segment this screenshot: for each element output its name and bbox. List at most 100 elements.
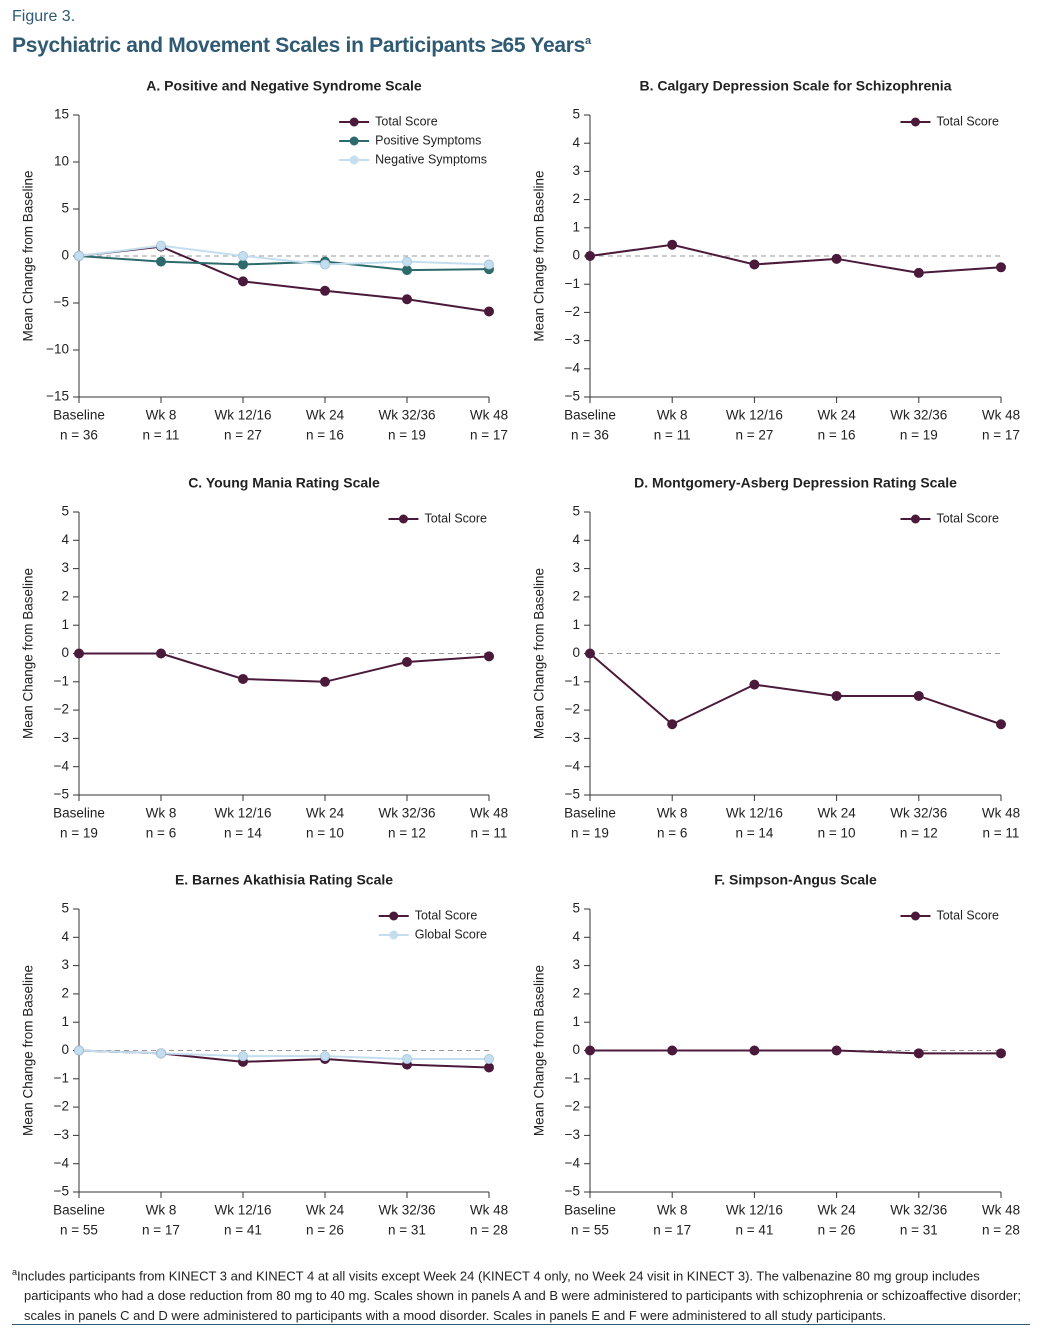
legend: Total Score <box>900 511 999 525</box>
n-label: n = 28 <box>470 1223 508 1238</box>
data-point <box>749 679 760 690</box>
y-tick-label: 3 <box>572 560 580 575</box>
x-tick-label: Wk 48 <box>470 806 508 821</box>
n-label: n = 6 <box>657 826 687 841</box>
x-tick-label: Wk 8 <box>657 408 688 423</box>
data-point <box>156 648 166 659</box>
y-tick-label: −1 <box>54 1070 69 1085</box>
footnote-mark: a <box>12 1267 18 1277</box>
y-axis-label: Mean Change from Baseline <box>532 965 547 1136</box>
series-line <box>78 255 490 272</box>
x-tick-label: Wk 24 <box>306 806 345 821</box>
legend-label: Total Score <box>936 511 999 525</box>
data-point <box>238 259 248 270</box>
x-tick-label: Baseline <box>564 408 616 423</box>
panel-title: C. Young Mania Rating Scale <box>188 475 380 491</box>
n-label: n = 16 <box>306 428 344 443</box>
data-point <box>238 673 248 684</box>
y-tick-label: −5 <box>565 787 580 802</box>
n-label: n = 6 <box>146 826 176 841</box>
series-line <box>78 244 490 266</box>
x-tick-label: Wk 8 <box>146 1203 177 1218</box>
y-tick-label: 5 <box>572 504 580 519</box>
series-line <box>589 652 1002 726</box>
series-line <box>590 1049 1001 1055</box>
n-label: n = 10 <box>306 826 344 841</box>
x-tick-label: Wk 12/16 <box>214 806 271 821</box>
n-label: n = 26 <box>818 1223 856 1238</box>
figure-label: Figure 3. <box>12 8 76 25</box>
y-axis-label: Mean Change from Baseline <box>532 170 547 341</box>
y-tick-label: −3 <box>54 1127 69 1142</box>
panel-title: F. Simpson-Angus Scale <box>714 872 877 888</box>
y-tick-label: 3 <box>572 163 580 178</box>
x-tick-label: Wk 24 <box>306 408 345 423</box>
n-label: n = 55 <box>571 1223 609 1238</box>
data-point <box>831 690 842 701</box>
y-tick-label: −5 <box>565 389 580 404</box>
legend-marker <box>349 117 359 127</box>
y-tick-label: −1 <box>565 1070 580 1085</box>
y-tick-label: 3 <box>572 957 580 972</box>
n-label: n = 11 <box>471 826 508 841</box>
x-tick-label: Wk 48 <box>982 408 1020 423</box>
data-point <box>156 256 166 267</box>
n-label: n = 55 <box>60 1223 98 1238</box>
y-tick-label: 5 <box>61 901 69 916</box>
x-tick-label: Wk 24 <box>817 806 856 821</box>
x-tick-label: Wk 8 <box>657 806 688 821</box>
y-tick-label: 10 <box>54 154 69 169</box>
panel: D. Montgomery-Asberg Depression Rating S… <box>532 475 1021 841</box>
data-point <box>320 259 330 270</box>
data-point <box>996 262 1006 273</box>
y-tick-label: −10 <box>46 342 69 357</box>
panel-title: B. Calgary Depression Scale for Schizoph… <box>640 78 952 94</box>
x-tick-label: Wk 32/36 <box>378 408 435 423</box>
y-tick-label: −5 <box>565 1184 580 1199</box>
data-point <box>913 267 924 278</box>
panel: A. Positive and Negative Syndrome Scale M… <box>21 78 509 443</box>
n-label: n = 17 <box>470 428 508 443</box>
y-tick-label: 1 <box>572 219 580 234</box>
y-tick-label: −3 <box>54 730 69 745</box>
legend-label: Total Score <box>424 511 487 525</box>
data-point <box>238 276 248 287</box>
y-tick-label: −3 <box>565 730 580 745</box>
data-point <box>402 1053 412 1064</box>
footnote-rule <box>12 1324 1030 1325</box>
x-tick-label: Wk 8 <box>146 408 177 423</box>
y-tick-label: 0 <box>61 1042 69 1057</box>
n-label: n = 17 <box>982 428 1020 443</box>
n-label: n = 10 <box>818 826 856 841</box>
legend-marker <box>389 930 399 940</box>
data-point <box>402 656 412 667</box>
n-label: n = 11 <box>654 428 691 443</box>
n-label: n = 17 <box>653 1223 691 1238</box>
panel: F. Simpson-Angus Scale Mean Change from B… <box>532 872 1021 1238</box>
legend-label: Global Score <box>415 927 487 941</box>
x-tick-label: Wk 32/36 <box>378 806 435 821</box>
y-tick-label: 3 <box>61 560 69 575</box>
y-tick-label: −4 <box>565 1155 581 1170</box>
y-tick-label: −4 <box>565 758 581 773</box>
n-label: n = 31 <box>900 1223 938 1238</box>
n-label: n = 11 <box>143 428 180 443</box>
charts: A. Positive and Negative Syndrome Scale M… <box>21 78 1021 1238</box>
data-point <box>74 1045 84 1056</box>
y-tick-label: 0 <box>572 645 580 660</box>
y-tick-label: −1 <box>54 673 69 688</box>
y-tick-label: 0 <box>61 248 69 263</box>
y-tick-label: 4 <box>572 532 580 547</box>
data-point <box>74 251 84 261</box>
y-tick-label: 1 <box>572 1014 580 1029</box>
legend-label: Total Score <box>375 114 438 128</box>
y-tick-label: 2 <box>61 985 69 1000</box>
x-tick-label: Wk 48 <box>982 806 1020 821</box>
panel: E. Barnes Akathisia Rating Scale Mean Cha… <box>21 872 509 1238</box>
y-tick-label: −1 <box>565 276 580 291</box>
n-label: n = 19 <box>388 428 426 443</box>
n-label: n = 28 <box>982 1223 1020 1238</box>
y-tick-label: 2 <box>61 588 69 603</box>
data-point <box>484 651 494 662</box>
y-tick-label: −2 <box>565 702 580 717</box>
